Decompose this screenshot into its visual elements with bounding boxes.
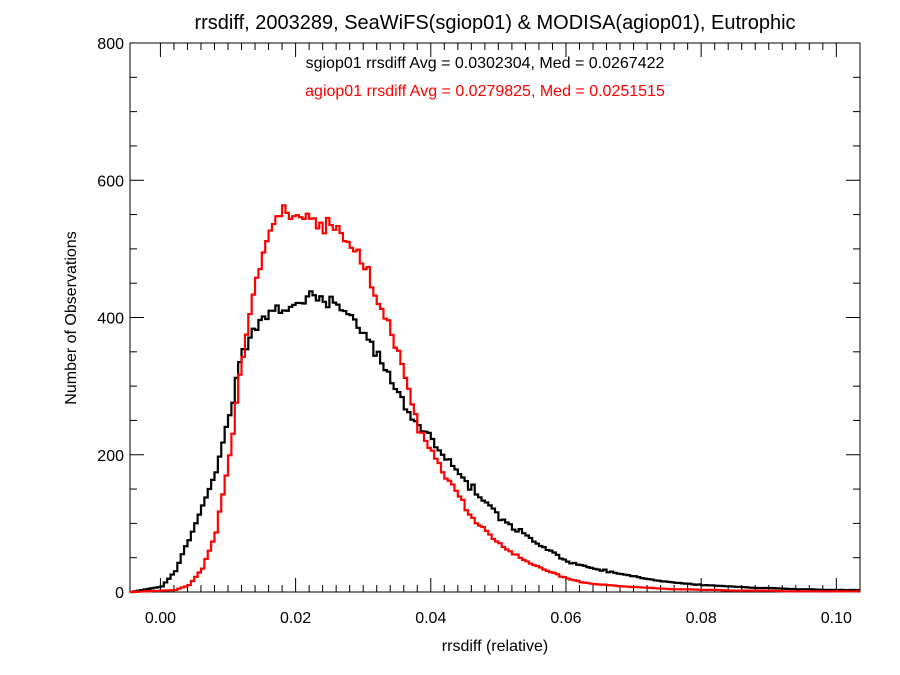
x-tick-label: 0.10: [821, 610, 852, 627]
annotation-agiop01: agiop01 rrsdiff Avg = 0.0279825, Med = 0…: [305, 83, 665, 100]
series-histogram-1: [130, 290, 860, 594]
x-tick-label: 0.08: [686, 610, 717, 627]
x-axis-label: rrsdiff (relative): [442, 638, 548, 655]
x-tick-label: 0.00: [145, 610, 176, 627]
x-tick-label: 0.02: [280, 610, 311, 627]
y-tick-label: 600: [97, 173, 124, 190]
y-axis-ticks: 0 200 400 600 800: [97, 36, 860, 602]
series-layer: [130, 204, 860, 594]
y-axis-label: Number of Observations: [63, 231, 80, 404]
y-tick-label: 800: [97, 36, 124, 53]
x-tick-label: 0.04: [415, 610, 446, 627]
chart-title: rrsdiff, 2003289, SeaWiFS(sgiop01) & MOD…: [194, 12, 795, 34]
y-tick-label: 0: [115, 585, 124, 602]
x-axis-ticks: 0.00 0.02 0.04 0.06 0.08 0.10: [145, 43, 852, 627]
series-histogram-2: [130, 204, 860, 594]
annotation-sgiop01: sgiop01 rrsdiff Avg = 0.0302304, Med = 0…: [306, 55, 665, 72]
y-tick-label: 400: [97, 311, 124, 328]
y-tick-label: 200: [97, 448, 124, 465]
x-tick-label: 0.06: [550, 610, 581, 627]
